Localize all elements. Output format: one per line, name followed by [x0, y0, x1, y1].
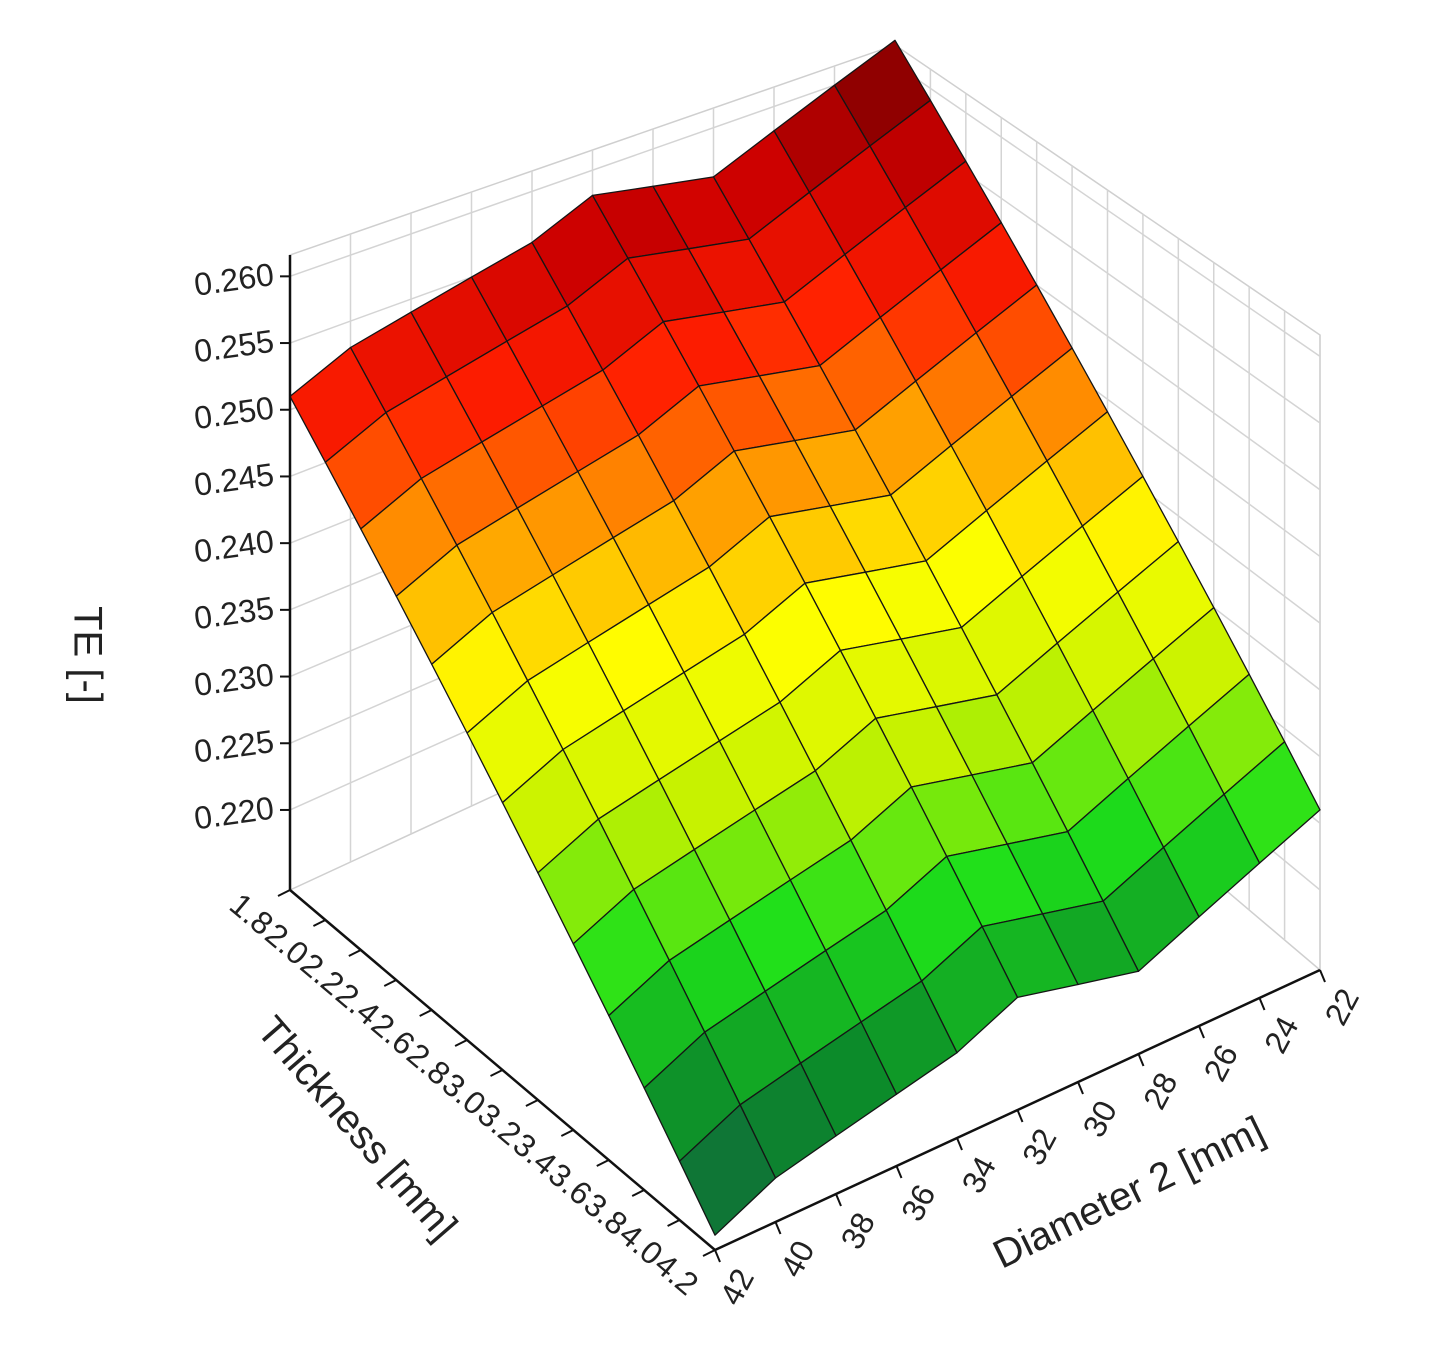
y-tick-label: 36	[894, 1179, 942, 1227]
z-axis-title: TE [-]	[65, 606, 109, 704]
z-tick-label: 0.255	[192, 323, 276, 370]
tick-mark	[596, 1159, 610, 1167]
tick-mark	[454, 1039, 468, 1047]
z-tick-label: 0.240	[192, 523, 276, 570]
y-tick-label: 34	[955, 1151, 1003, 1199]
z-tick-label: 0.230	[192, 656, 276, 703]
z-tick-label: 0.245	[192, 456, 276, 503]
y-tick-label: 28	[1136, 1067, 1184, 1115]
tick-mark	[277, 889, 291, 897]
tick-mark	[956, 1137, 963, 1151]
y-tick-label: 38	[834, 1207, 882, 1255]
tick-mark	[1077, 1081, 1084, 1095]
tick-mark	[490, 1069, 503, 1077]
tick-mark	[1137, 1053, 1145, 1067]
tick-mark	[667, 1219, 681, 1227]
y-tick-label: 42	[713, 1263, 761, 1311]
tick-mark	[1016, 1109, 1024, 1123]
y-tick-label: 22	[1318, 983, 1366, 1031]
tick-mark	[348, 949, 362, 957]
tick-mark	[560, 1129, 574, 1137]
tick-mark	[631, 1189, 645, 1197]
tick-mark	[774, 1221, 782, 1235]
tick-mark	[835, 1193, 842, 1207]
z-tick-label: 0.225	[192, 723, 276, 770]
surface-cell	[678, 1104, 777, 1236]
z-tick-label: 0.235	[192, 590, 276, 637]
tick-mark	[312, 919, 326, 927]
tick-mark	[702, 1249, 716, 1257]
surface	[289, 39, 1321, 1236]
y-tick-label: 30	[1076, 1095, 1124, 1143]
z-tick-label: 0.220	[192, 790, 276, 837]
y-tick-label: 24	[1257, 1011, 1305, 1059]
tick-mark	[383, 979, 397, 987]
z-tick-label: 0.260	[192, 256, 276, 303]
y-tick-label: 26	[1197, 1039, 1245, 1087]
y-tick-label: 40	[773, 1235, 821, 1283]
tick-mark	[1319, 969, 1326, 983]
tick-mark	[714, 1249, 721, 1263]
tick-mark	[895, 1165, 903, 1179]
tick-mark	[1198, 1025, 1205, 1039]
tick-mark	[1258, 997, 1266, 1011]
tick-mark	[419, 1009, 433, 1017]
y-tick-label: 32	[1015, 1123, 1063, 1171]
tick-mark	[525, 1099, 539, 1107]
z-tick-label: 0.250	[192, 389, 276, 436]
